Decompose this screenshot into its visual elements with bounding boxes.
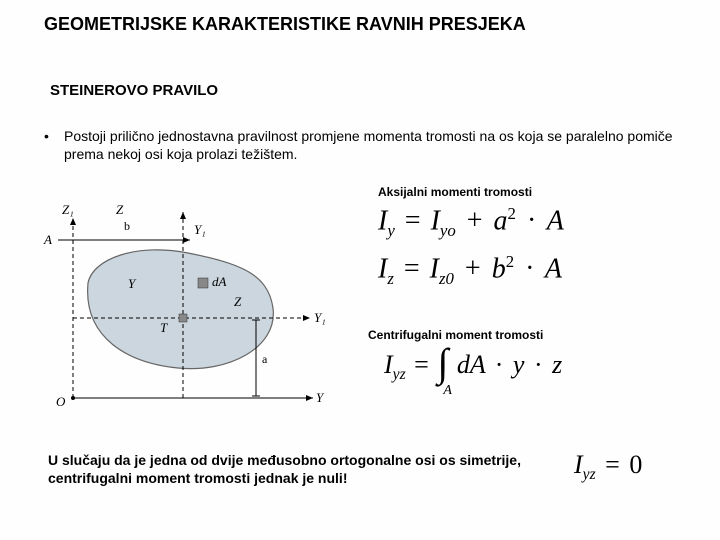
iz-r3: A <box>545 253 562 284</box>
section-subtitle: STEINEROVO PRAVILO <box>50 82 218 99</box>
iyz-r1: dA <box>455 350 485 379</box>
iz-eq: = <box>401 253 423 284</box>
bullet-paragraph: • Postoji prilično jednostavna pravilnos… <box>44 128 684 163</box>
iyz-dot1: · <box>492 350 507 379</box>
iy-r2: a <box>494 205 508 236</box>
cross-section-shape <box>88 250 274 369</box>
label-axial-moments: Aksijalni momenti tromosti <box>378 185 532 199</box>
label-dA: dA <box>212 274 227 289</box>
iy-eq: = <box>402 205 424 236</box>
iy-r3: A <box>547 205 564 236</box>
cross-section-diagram: O Y Z₁ A Y₁ Z Y₁ dA T b a Y Z <box>38 198 328 418</box>
zero-lhs: I <box>574 450 583 479</box>
label-A: A <box>43 232 52 247</box>
iy-lhs-sub: y <box>387 221 394 240</box>
page-title: GEOMETRIJSKE KARAKTERISTIKE RAVNIH PRESJ… <box>44 14 526 35</box>
iz-lhs-sub: z <box>387 269 394 288</box>
iy-r1-sub: yo <box>440 221 456 240</box>
iyz-dot2: · <box>531 350 546 379</box>
arrow-Y1-top <box>183 237 190 243</box>
label-Z: Z <box>116 202 124 217</box>
iy-plus: + <box>463 205 487 236</box>
formula-iy: Iy = Iyo + a2 · A <box>378 204 564 241</box>
integral-sign: ∫ <box>437 340 448 385</box>
arrow-Z <box>180 212 186 219</box>
iz-r1: I <box>430 253 439 284</box>
iz-dot: · <box>521 253 538 284</box>
iz-plus: + <box>461 253 485 284</box>
iyz-r2: y <box>513 350 525 379</box>
label-Y1-top: Y₁ <box>194 222 206 237</box>
label-centrifugal-moment: Centrifugalni moment tromosti <box>368 328 543 342</box>
iy-dot: · <box>523 205 540 236</box>
label-a: a <box>262 352 268 366</box>
label-b: b <box>124 219 130 233</box>
centroid-T <box>179 314 187 322</box>
iyz-lhs-sub: yz <box>393 366 406 383</box>
footer-note: U slučaju da je jedna od dvije međusobno… <box>48 452 538 487</box>
label-O: O <box>56 394 66 409</box>
iy-r1: I <box>431 205 440 236</box>
iy-r2-sup: 2 <box>508 204 516 223</box>
bullet-text: Postoji prilično jednostavna pravilnost … <box>64 128 684 163</box>
label-T: T <box>160 320 168 335</box>
arrow-Z1 <box>70 218 76 225</box>
iz-r2-sup: 2 <box>506 252 514 271</box>
label-Y1r: Y₁ <box>314 310 326 325</box>
bullet-marker: • <box>44 128 64 163</box>
formula-iyz-integral: Iyz = ∫ A dA · y · z <box>384 350 562 384</box>
arrow-Y1 <box>303 315 310 321</box>
zero-eq: = <box>602 450 623 479</box>
formula-iyz-zero: Iyz = 0 <box>574 450 642 484</box>
iy-lhs: I <box>378 205 387 236</box>
formula-iz: Iz = Iz0 + b2 · A <box>378 252 562 289</box>
label-Y-outer: Y <box>316 390 325 405</box>
label-Z-inner: Z <box>234 294 242 309</box>
iz-lhs: I <box>378 253 387 284</box>
iyz-lhs: I <box>384 350 393 379</box>
iyz-r3: z <box>552 350 562 379</box>
iz-r1-sub: z0 <box>439 269 454 288</box>
zero-lhs-sub: yz <box>583 466 596 483</box>
arrow-Y-outer <box>306 395 313 401</box>
iz-r2: b <box>492 253 506 284</box>
integral-sub: A <box>443 383 452 399</box>
zero-rhs: 0 <box>629 450 642 479</box>
element-dA <box>198 278 208 288</box>
label-Z1: Z₁ <box>62 202 74 217</box>
iyz-eq: = <box>412 350 431 379</box>
